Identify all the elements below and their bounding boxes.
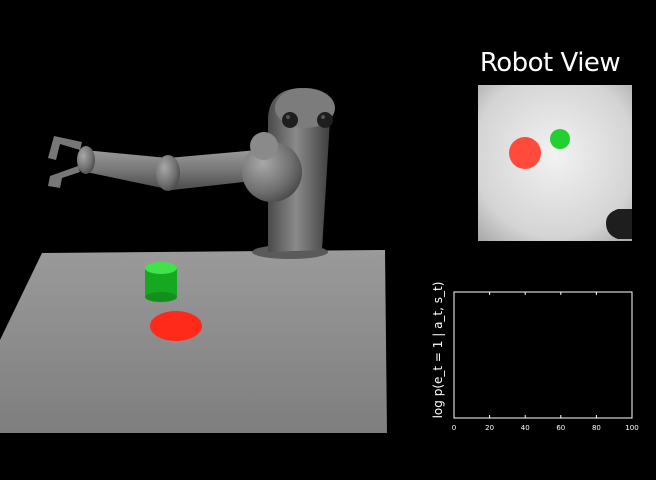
camera-green-cylinder (550, 129, 570, 149)
green-cylinder (145, 262, 177, 302)
camera-red-target (509, 137, 541, 169)
camera-robot-gripper (606, 209, 632, 239)
robot-eye-left (282, 112, 298, 128)
robot-shoulder-cap (250, 132, 278, 160)
x-tick-label: 100 (625, 424, 638, 432)
robot-wrist (77, 146, 95, 174)
robot-gripper (48, 136, 82, 188)
table-surface (0, 250, 387, 433)
robot-eye-left-highlight (286, 115, 290, 119)
robot-view-camera (478, 85, 632, 241)
robot-forearm (84, 150, 172, 190)
robot-view-title: Robot View (479, 48, 621, 78)
robot-eye-right (317, 112, 333, 128)
robot-eye-right-highlight (321, 115, 325, 119)
x-tick-label: 40 (521, 424, 530, 432)
x-tick-label: 0 (452, 424, 456, 432)
log-probability-plot: log p(e_t = 1 | a_t, s_t) 0 20 40 60 80 100 (431, 282, 639, 432)
robot-elbow-joint (156, 155, 180, 191)
x-tick-label: 20 (485, 424, 494, 432)
camera-background (478, 85, 632, 241)
x-tick-label: 60 (556, 424, 565, 432)
x-tick-label: 80 (592, 424, 601, 432)
plot-x-ticks: 0 20 40 60 80 100 (452, 292, 639, 432)
robot-upper-arm (168, 150, 262, 190)
plot-ylabel: log p(e_t = 1 | a_t, s_t) (431, 282, 445, 418)
plot-axes-box (453, 291, 633, 419)
red-target-disc (150, 311, 202, 341)
